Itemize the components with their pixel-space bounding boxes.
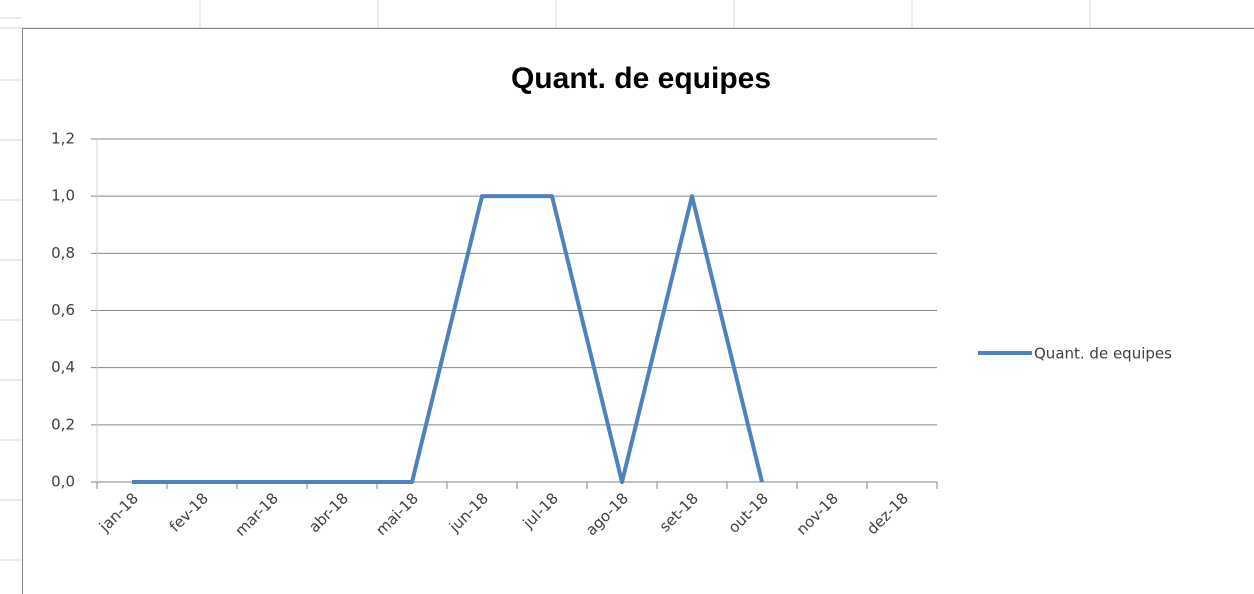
y-tick-label: 0,6 — [51, 301, 75, 319]
y-tick-label: 0,8 — [51, 244, 75, 262]
y-tick-label: 1,0 — [51, 187, 75, 205]
y-tick-label: 0,2 — [51, 415, 75, 433]
chart-area — [22, 28, 1254, 594]
y-tick-label: 0,0 — [51, 473, 75, 491]
y-tick-label: 0,4 — [51, 358, 75, 376]
line-series — [132, 194, 764, 484]
y-tick-label: 1,2 — [51, 130, 75, 148]
chart-title: Quant. de equipes — [511, 62, 771, 95]
legend-label: Quant. de equipes — [1034, 345, 1172, 363]
